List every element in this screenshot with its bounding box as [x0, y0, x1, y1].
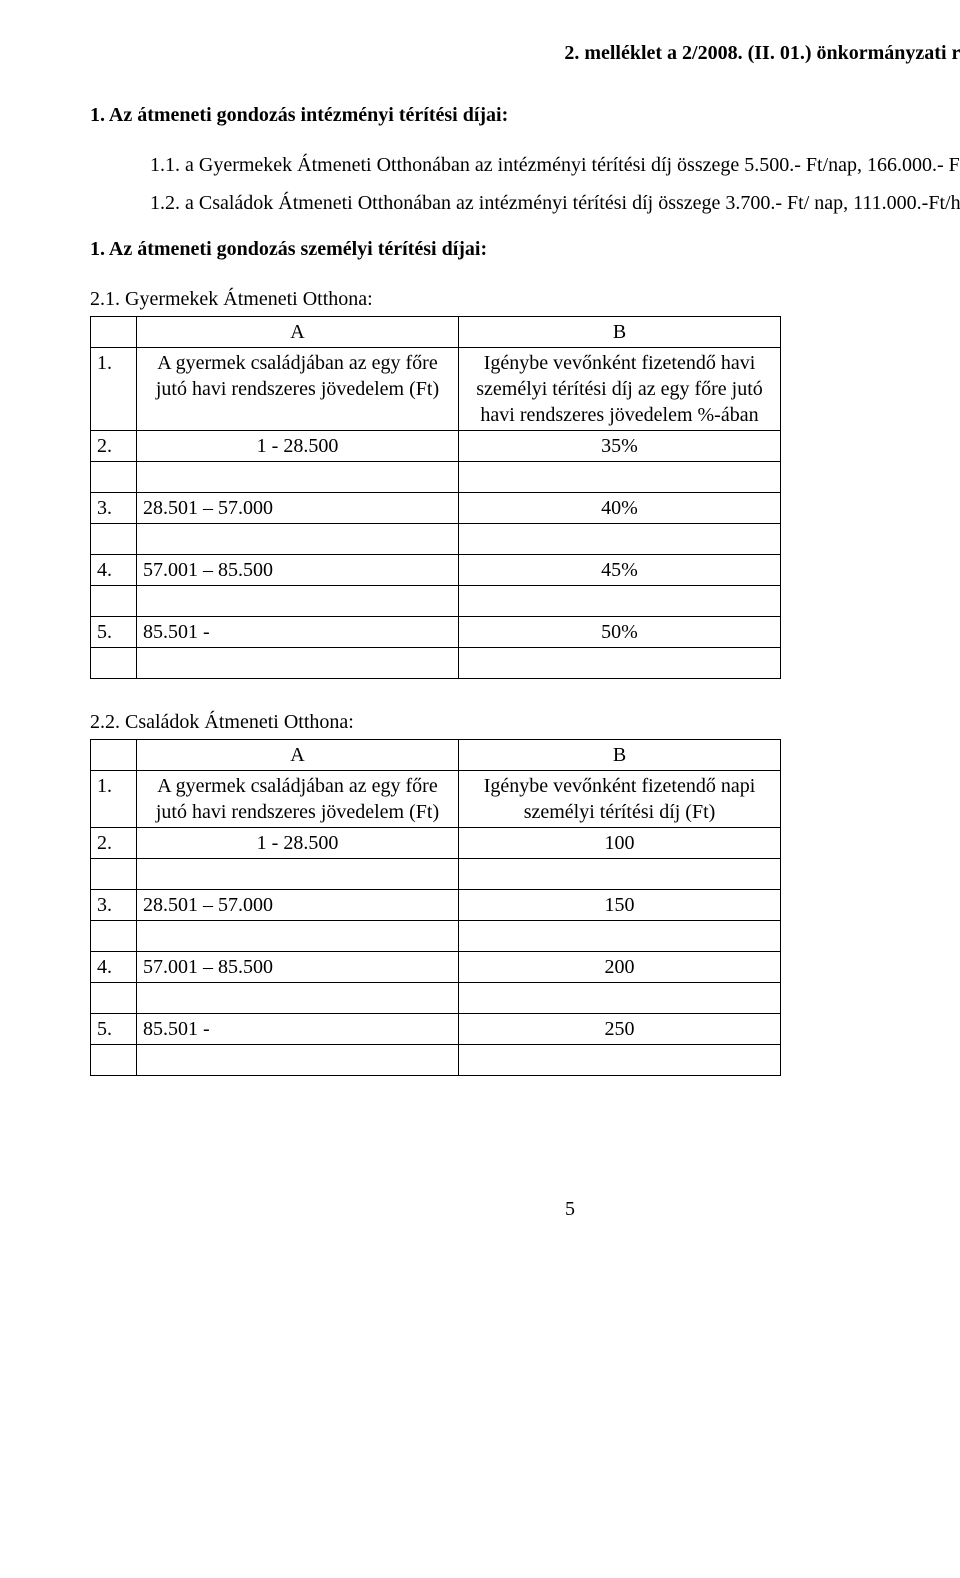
cell-a: 1 - 28.500 — [137, 828, 459, 859]
table-row: 2. 1 - 28.500 35% — [91, 431, 781, 462]
cell-a: 85.501 - — [137, 617, 459, 648]
cell-b: 200 — [459, 952, 781, 983]
table-row: 3. 28.501 – 57.000 40% — [91, 493, 781, 524]
table-row: 4. 57.001 – 85.500 200 — [91, 952, 781, 983]
table-row-spacer — [91, 648, 781, 679]
table-row: 3. 28.501 – 57.000 150 — [91, 890, 781, 921]
section-1-heading: 1. Az átmeneti gondozás intézményi térít… — [90, 102, 960, 128]
cell-a: A gyermek családjában az egy főre jutó h… — [137, 348, 459, 431]
cell-a: 1 - 28.500 — [137, 431, 459, 462]
cell-b: 100 — [459, 828, 781, 859]
section-2-heading: 1. Az átmeneti gondozás személyi térítés… — [90, 236, 960, 262]
table-row-spacer — [91, 586, 781, 617]
table-2-caption: 2.2. Családok Átmeneti Otthona: — [90, 709, 960, 735]
cell-a: A gyermek családjában az egy főre jutó h… — [137, 771, 459, 828]
row-number: 5. — [91, 1014, 137, 1045]
table-row: 5. 85.501 - 50% — [91, 617, 781, 648]
cell-a: 28.501 – 57.000 — [137, 493, 459, 524]
table-row: A B — [91, 317, 781, 348]
table-2: A B 1. A gyermek családjában az egy főre… — [90, 739, 781, 1076]
cell-b: 35% — [459, 431, 781, 462]
table-row: 4. 57.001 – 85.500 45% — [91, 555, 781, 586]
item-1-2: 1.2. a Családok Átmeneti Otthonában az i… — [150, 190, 960, 216]
row-number: 1. — [91, 771, 137, 828]
cell-b: 45% — [459, 555, 781, 586]
row-number: 2. — [91, 828, 137, 859]
table-row: A B — [91, 740, 781, 771]
item-1-1: 1.1. a Gyermekek Átmeneti Otthonában az … — [150, 152, 960, 178]
row-number: 3. — [91, 890, 137, 921]
cell-a: 85.501 - — [137, 1014, 459, 1045]
table-1-caption: 2.1. Gyermekek Átmeneti Otthona: — [90, 286, 960, 312]
row-number: 1. — [91, 348, 137, 431]
table-row-spacer — [91, 983, 781, 1014]
cell-a: 57.001 – 85.500 — [137, 952, 459, 983]
table-row-spacer — [91, 859, 781, 890]
row-number: 5. — [91, 617, 137, 648]
cell-b: 40% — [459, 493, 781, 524]
cell-b: Igénybe vevőnként fizetendő havi személy… — [459, 348, 781, 431]
col-header-a: A — [137, 317, 459, 348]
col-header-b: B — [459, 740, 781, 771]
col-header-a: A — [137, 740, 459, 771]
table-row-spacer — [91, 524, 781, 555]
table-row: 5. 85.501 - 250 — [91, 1014, 781, 1045]
table-row: 2. 1 - 28.500 100 — [91, 828, 781, 859]
row-number: 2. — [91, 431, 137, 462]
table-row: 1. A gyermek családjában az egy főre jut… — [91, 771, 781, 828]
cell-b: 250 — [459, 1014, 781, 1045]
col-header-b: B — [459, 317, 781, 348]
cell-b: Igénybe vevőnként fizetendő napi személy… — [459, 771, 781, 828]
attachment-title: 2. melléklet a 2/2008. (II. 01.) önkormá… — [90, 40, 960, 66]
table-row-spacer — [91, 921, 781, 952]
cell-blank — [91, 740, 137, 771]
table-1: A B 1. A gyermek családjában az egy főre… — [90, 316, 781, 679]
row-number: 3. — [91, 493, 137, 524]
row-number: 4. — [91, 952, 137, 983]
cell-b: 50% — [459, 617, 781, 648]
cell-a: 28.501 – 57.000 — [137, 890, 459, 921]
page-number: 5 — [90, 1196, 960, 1222]
row-number: 4. — [91, 555, 137, 586]
cell-a: 57.001 – 85.500 — [137, 555, 459, 586]
cell-blank — [91, 317, 137, 348]
table-row-spacer — [91, 462, 781, 493]
table-row: 1. A gyermek családjában az egy főre jut… — [91, 348, 781, 431]
cell-b: 150 — [459, 890, 781, 921]
table-row-spacer — [91, 1045, 781, 1076]
